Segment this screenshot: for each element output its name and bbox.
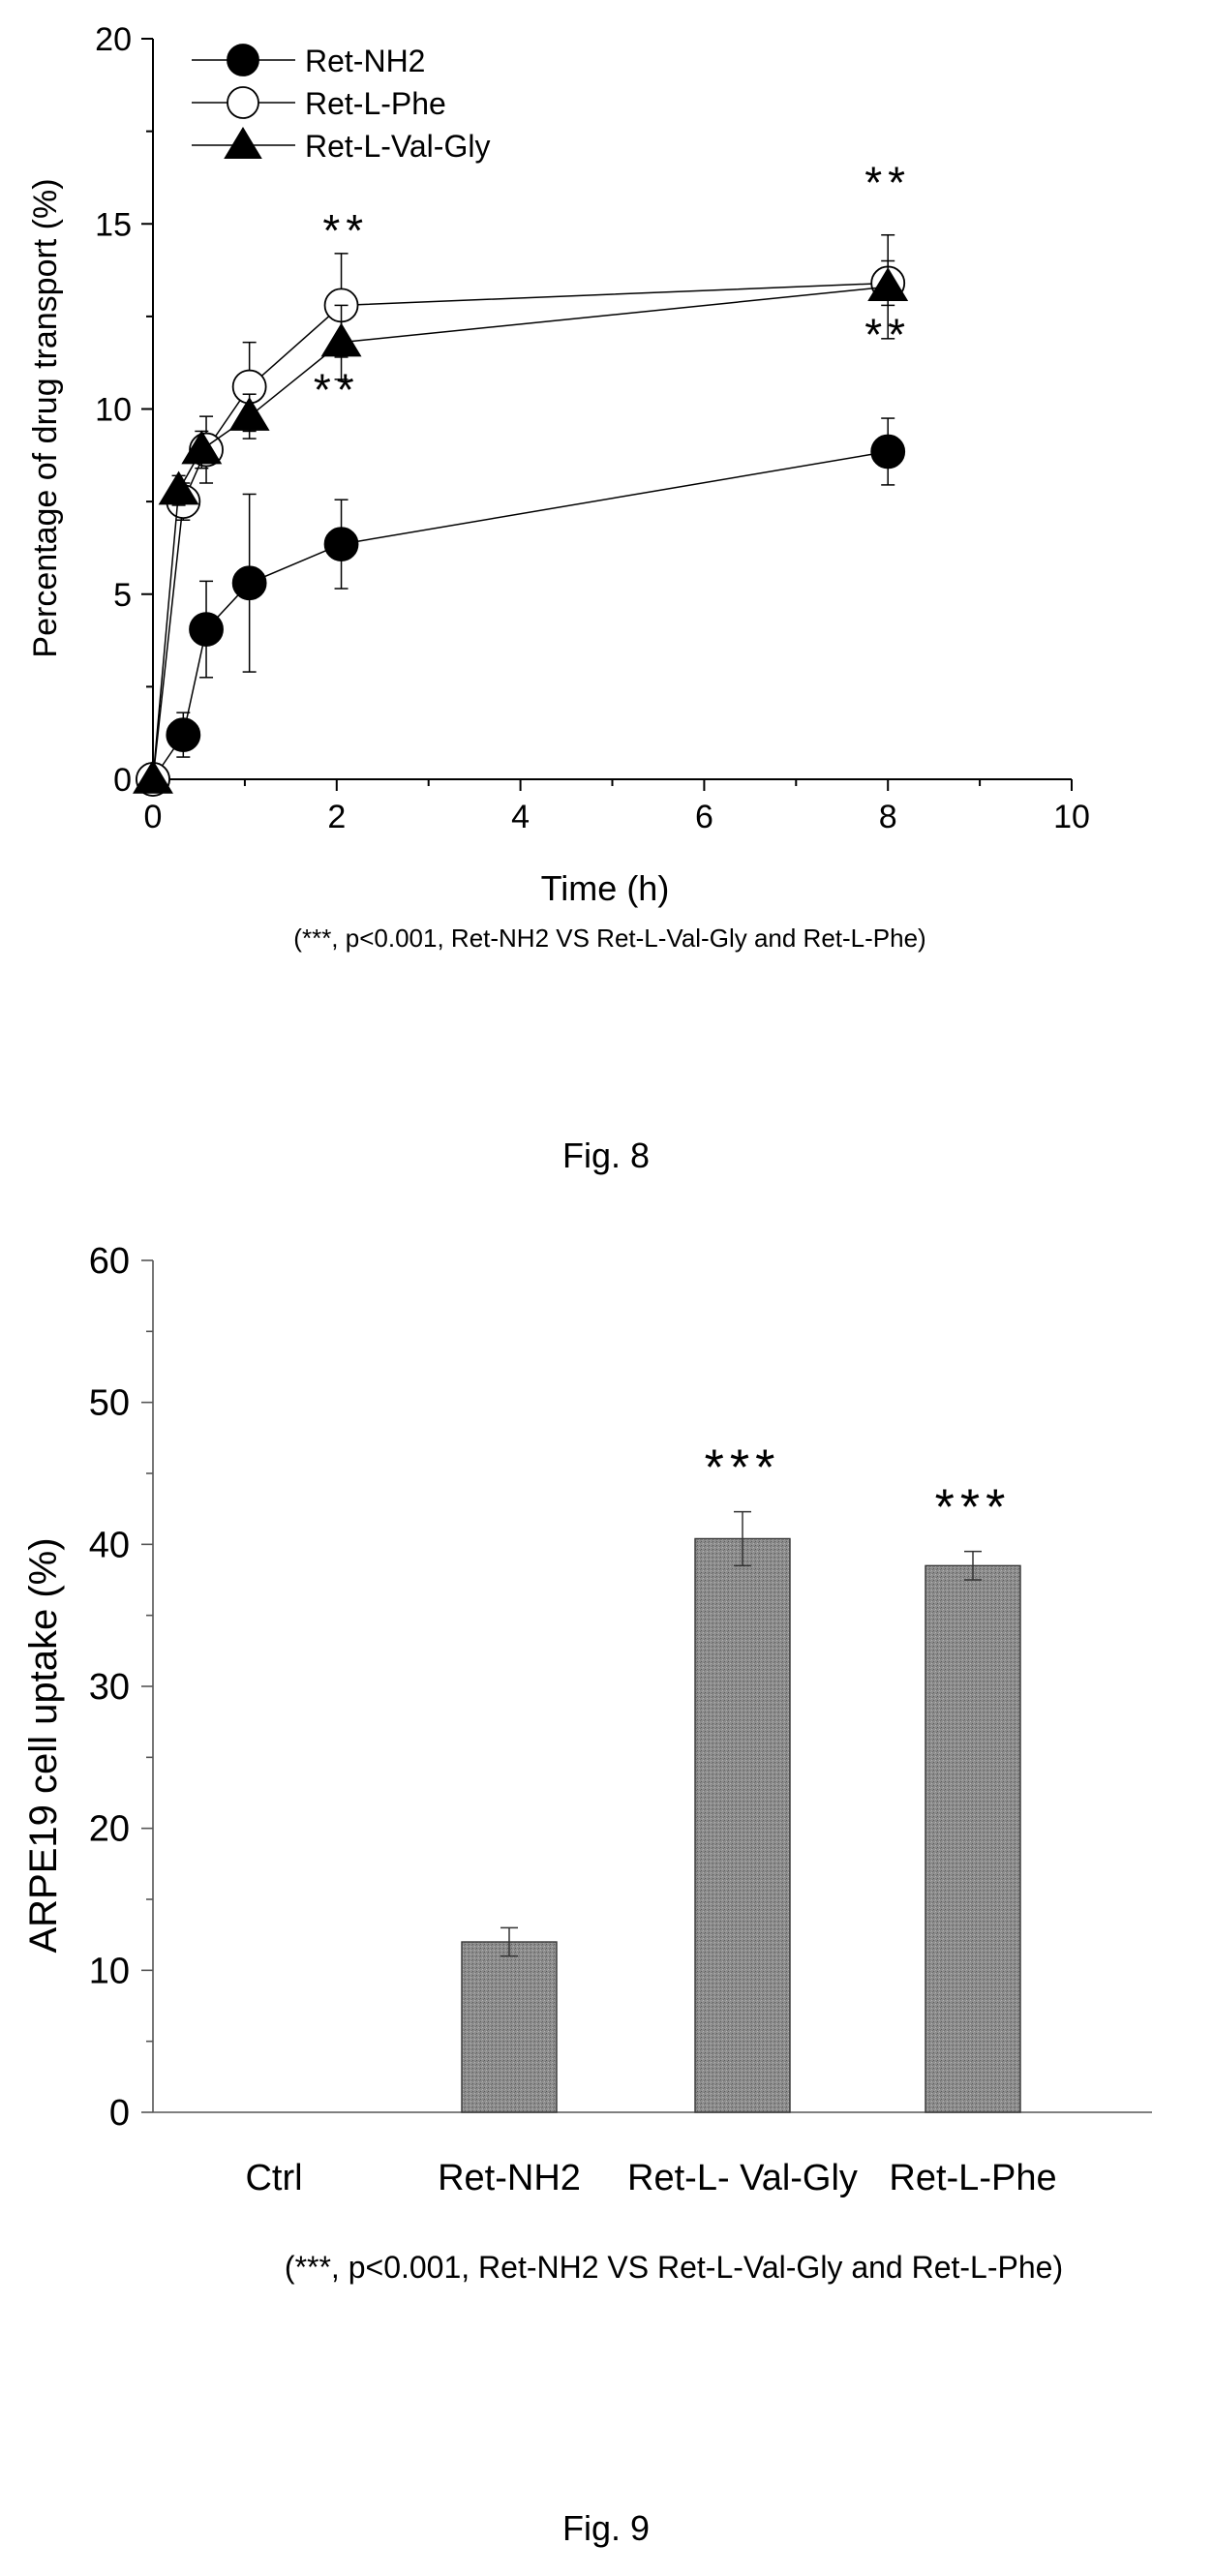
x-tick-label: 6 (695, 799, 713, 835)
x-tick-label: 2 (327, 799, 346, 835)
significance-note: (***, p<0.001, Ret-NH2 VS Ret-L-Val-Gly … (285, 2250, 1063, 2285)
y-tick-label: 50 (89, 1383, 130, 1424)
y-axis-ticks: 0 5 10 15 20 (95, 21, 153, 799)
series-line (152, 450, 889, 780)
legend-item-3: Ret-L-Val-Gly (192, 126, 490, 164)
y-tick-label: 0 (113, 762, 132, 799)
significance-note: (***, p<0.001, Ret-NH2 VS Ret-L-Val-Gly … (293, 924, 925, 953)
figure-caption: Fig. 8 (562, 1136, 650, 1175)
x-tick-label: 10 (1053, 799, 1090, 835)
plot-frame (152, 39, 1072, 780)
y-tick-label: 20 (89, 1809, 130, 1850)
x-tick-label: 8 (879, 799, 897, 835)
bar (461, 1941, 558, 2113)
category-label: Ret-NH2 (438, 2158, 581, 2198)
data-point (231, 565, 267, 601)
legend-item-2: Ret-L-Phe (192, 86, 446, 121)
bar (694, 1537, 791, 2113)
series-group (133, 233, 909, 797)
significance-mark: ** (322, 205, 369, 256)
series-1 (136, 417, 906, 797)
data-point (158, 470, 199, 505)
y-tick-label: 40 (89, 1525, 130, 1565)
legend-marker (227, 44, 259, 76)
y-tick-label: 0 (109, 2093, 130, 2134)
category-label: Ret-L-Phe (889, 2158, 1056, 2198)
data-point (867, 267, 909, 302)
significance-mark: ** (314, 365, 360, 415)
series-line (152, 282, 889, 780)
bar (925, 1564, 1021, 2113)
data-point (133, 759, 173, 794)
series-line (152, 286, 889, 780)
legend-label: Ret-NH2 (305, 44, 425, 78)
significance-annotations: ** ** ** ** (314, 157, 911, 415)
legend-marker (224, 126, 262, 159)
significance-mark: *** (935, 1480, 1012, 1536)
data-point (870, 434, 906, 470)
data-point (189, 612, 224, 647)
x-tick-label: 4 (511, 799, 530, 835)
data-point (228, 396, 270, 431)
y-tick-label: 15 (95, 206, 132, 243)
category-label: Ctrl (245, 2158, 302, 2198)
category-label: Ret-L- Val-Gly (627, 2158, 858, 2198)
significance-mark: ** (864, 309, 911, 359)
legend: Ret-NH2 Ret-L-Phe Ret-L-Val-Gly (192, 44, 490, 164)
data-point (323, 527, 359, 562)
y-axis-ticks: 0 10 20 30 40 50 60 (89, 1241, 153, 2134)
series-3 (133, 233, 909, 794)
x-axis-ticks: 0 2 4 6 8 10 (144, 779, 1090, 835)
y-tick-label: 5 (113, 577, 132, 614)
series-2 (136, 253, 906, 797)
x-tick-label: 0 (144, 799, 163, 835)
y-tick-label: 60 (89, 1241, 130, 1282)
y-axis-label: Percentage of drug transport (%) (27, 178, 64, 657)
legend-label: Ret-L-Val-Gly (305, 129, 490, 164)
transport-line-chart: 0 5 10 15 20 0 2 4 6 8 10 ** ** ** ** Ret-NH2 Ret-L-P… (27, 21, 1090, 1175)
y-tick-label: 10 (89, 1951, 130, 1991)
legend-label: Ret-L-Phe (305, 86, 446, 121)
data-point (166, 717, 201, 752)
x-axis-label: Time (h) (541, 868, 670, 908)
data-point (320, 322, 362, 357)
significance-mark: *** (705, 1440, 781, 1497)
y-tick-label: 20 (95, 21, 132, 58)
y-tick-label: 10 (95, 392, 132, 429)
legend-item-1: Ret-NH2 (192, 44, 425, 78)
figure-caption: Fig. 9 (562, 2508, 650, 2548)
y-tick-label: 30 (89, 1667, 130, 1708)
y-axis-label: ARPE19 cell uptake (%) (22, 1537, 65, 1953)
significance-mark: ** (864, 157, 911, 207)
uptake-bar-chart: 0 10 20 30 40 50 60 *** *** Ctrl Ret-NH2 Ret-L- V… (22, 1241, 1152, 2548)
bars-group: *** *** (461, 1440, 1021, 2113)
category-labels: Ctrl Ret-NH2 Ret-L- Val-Gly Ret-L-Phe (245, 2158, 1056, 2198)
legend-marker (227, 86, 259, 119)
data-point (181, 430, 223, 465)
